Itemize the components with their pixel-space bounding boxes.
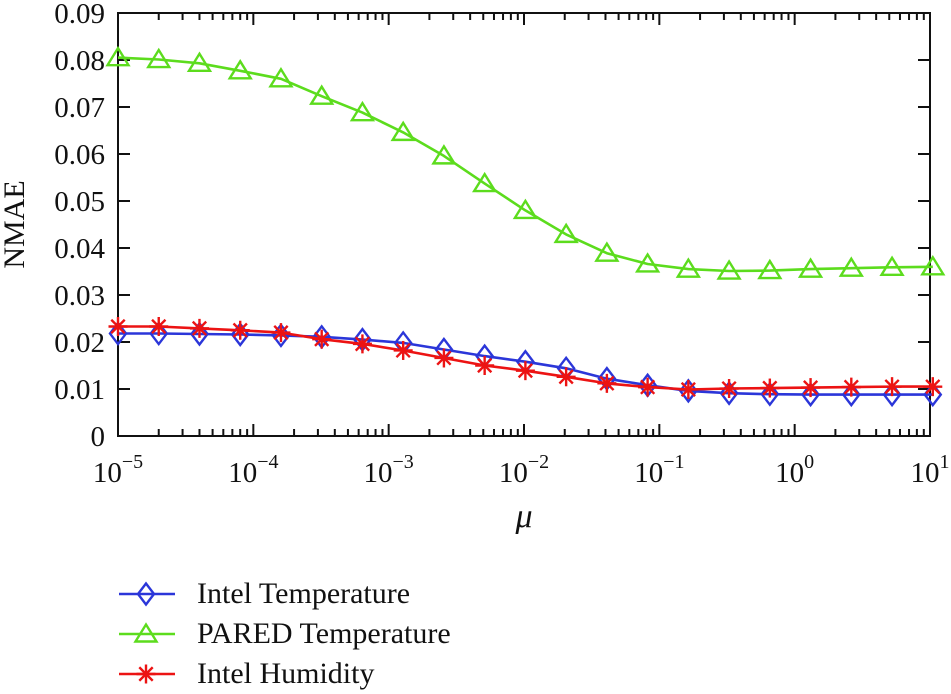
intel-temperature-line-marker-icon (119, 581, 175, 607)
svg-text:0.08: 0.08 (54, 45, 105, 77)
svg-text:10−3: 10−3 (364, 451, 414, 489)
svg-text:10−4: 10−4 (228, 451, 278, 489)
legend-label-intel-temperature: Intel Temperature (197, 577, 411, 610)
svg-text:10−2: 10−2 (499, 451, 549, 489)
legend-item-intel-temperature: Intel Temperature (118, 574, 451, 614)
legend-item-intel-humidity: Intel Humidity (118, 654, 451, 694)
svg-text:0.06: 0.06 (54, 139, 105, 171)
svg-text:10−1: 10−1 (634, 451, 684, 489)
svg-text:NMAE: NMAE (0, 180, 31, 268)
legend-label-intel-humidity: Intel Humidity (197, 657, 375, 690)
svg-text:μ: μ (514, 498, 532, 535)
svg-text:0.01: 0.01 (54, 374, 105, 406)
svg-text:0.04: 0.04 (54, 233, 105, 265)
pared-temperature-line-marker-icon (119, 622, 175, 643)
svg-text:0.07: 0.07 (54, 92, 105, 124)
svg-text:100: 100 (775, 451, 814, 489)
svg-text:0.09: 0.09 (54, 0, 105, 30)
legend: Intel Temperature PARED Temperature Inte… (118, 574, 451, 694)
svg-text:101: 101 (911, 451, 950, 489)
svg-text:0.03: 0.03 (54, 280, 105, 312)
svg-text:0.05: 0.05 (54, 186, 105, 218)
legend-item-pared-temperature: PARED Temperature (118, 614, 451, 654)
intel-humidity-line-marker-icon (119, 664, 175, 684)
legend-label-pared-temperature: PARED Temperature (197, 617, 451, 650)
svg-text:0: 0 (91, 421, 106, 453)
svg-text:10−5: 10−5 (93, 451, 143, 489)
svg-text:0.02: 0.02 (54, 327, 105, 359)
